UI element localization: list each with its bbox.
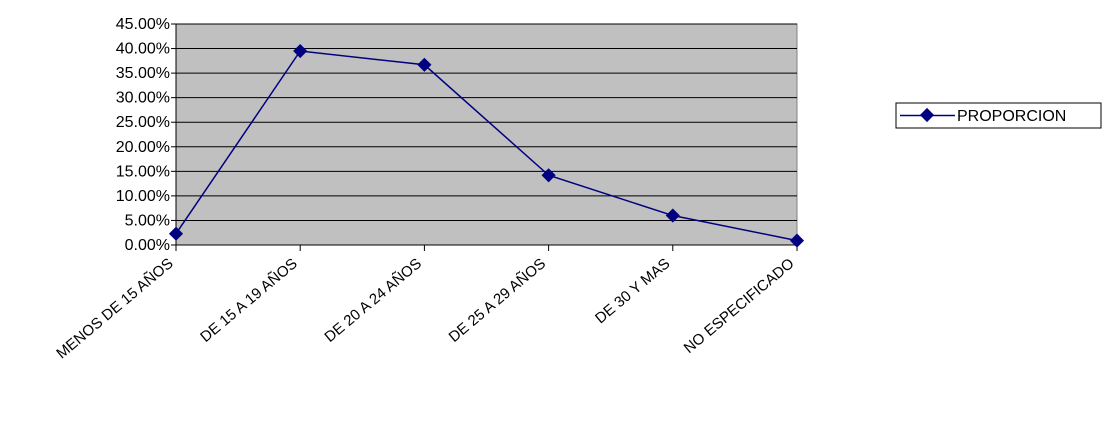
legend-marker <box>919 107 935 123</box>
gridlines <box>171 23 797 246</box>
data-point <box>789 233 805 248</box>
x-tick-label: DE 30 Y MAS <box>592 255 673 327</box>
y-tick-label: 0.00% <box>125 237 170 254</box>
series-group <box>168 43 805 248</box>
y-tick-label: 15.00% <box>116 163 170 180</box>
y-tick-label: 40.00% <box>116 41 170 58</box>
data-point <box>417 57 432 72</box>
y-tick-label: 10.00% <box>116 188 170 205</box>
data-point <box>168 226 184 241</box>
data-point <box>541 168 556 183</box>
series-line <box>175 50 798 242</box>
y-tick-label: 45.00% <box>116 16 170 33</box>
y-tick-label: 20.00% <box>116 139 170 156</box>
x-tick-label: DE 25 A 29 AÑOS <box>446 255 550 346</box>
x-tick-label: DE 20 A 24 AÑOS <box>321 255 425 346</box>
y-tick-label: 5.00% <box>125 212 170 229</box>
data-point <box>293 43 308 59</box>
y-tick-label: 30.00% <box>116 90 170 107</box>
y-tick-label: 25.00% <box>116 114 170 131</box>
y-axis-ticks: 0.00% 5.00% 10.00% 15.00% 20.00% 25.00% 30.00%… <box>116 16 170 254</box>
plot-area <box>175 23 798 246</box>
x-tick-label: MENOS DE 15 AÑOS <box>53 255 176 362</box>
x-tick-label: DE 15 A 19 AÑOS <box>197 255 301 346</box>
x-tick-label: NO ESPECIFICADO <box>681 255 798 357</box>
legend-label: PROPORCION <box>957 108 1066 125</box>
legend: PROPORCION <box>895 102 1102 129</box>
data-point <box>665 208 680 223</box>
y-tick-label: 35.00% <box>116 65 170 82</box>
